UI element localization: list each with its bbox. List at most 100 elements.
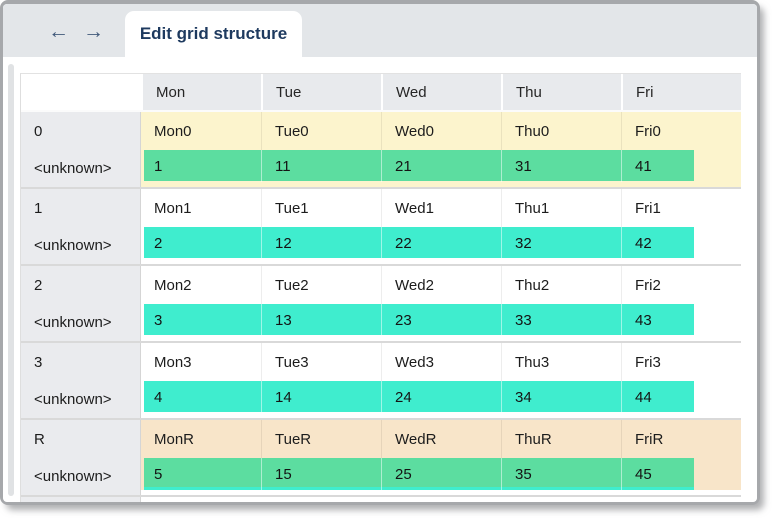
partial-row-cells bbox=[141, 497, 741, 502]
grid-row-3: 3 <unknown> Mon3 Tue3 Wed3 Thu3 Fri3 4 14 24 34 44 bbox=[21, 343, 741, 420]
row-unknown-label[interactable]: <unknown> bbox=[34, 314, 112, 331]
row-data-column: Mon3 Tue3 Wed3 Thu3 Fri3 4 14 24 34 44 bbox=[141, 343, 741, 418]
grid-cell-wed3[interactable]: Wed3 bbox=[381, 343, 501, 381]
grid-cell-thu3[interactable]: Thu3 bbox=[501, 343, 621, 381]
grid-row-0: 0 <unknown> Mon0 Tue0 Wed0 Thu0 Fri0 1 11 21 31 41 bbox=[21, 112, 741, 189]
value-cell[interactable]: 45 bbox=[621, 458, 741, 490]
value-cell[interactable]: 41 bbox=[621, 150, 741, 182]
value-bar bbox=[144, 304, 694, 335]
value-cell[interactable]: 23 bbox=[381, 304, 501, 336]
value-cell[interactable]: 15 bbox=[261, 458, 381, 490]
vertical-scrollbar[interactable] bbox=[8, 64, 14, 496]
value-cell[interactable]: 34 bbox=[501, 381, 621, 413]
grid-cell-thu2[interactable]: Thu2 bbox=[501, 266, 621, 304]
row-cells: Mon2 Tue2 Wed2 Thu2 Fri2 bbox=[141, 266, 741, 304]
value-cell[interactable]: 1 bbox=[154, 157, 163, 175]
row-label[interactable]: R bbox=[34, 430, 45, 448]
grid-cell-fri1[interactable]: Fri1 bbox=[621, 189, 741, 227]
value-cell[interactable]: 33 bbox=[501, 304, 621, 336]
tab-edit-grid-structure[interactable]: Edit grid structure bbox=[125, 11, 302, 57]
column-header-corner bbox=[21, 74, 141, 110]
grid-cell-monr[interactable]: MonR bbox=[141, 420, 261, 458]
row-label[interactable]: 2 bbox=[34, 276, 43, 294]
grid-cell-tue3[interactable]: Tue3 bbox=[261, 343, 381, 381]
value-cell[interactable]: 2 bbox=[154, 234, 163, 252]
row-unknown-label[interactable]: <unknown> bbox=[34, 468, 112, 485]
value-cell[interactable]: 35 bbox=[501, 458, 621, 490]
row-cells: Mon0 Tue0 Wed0 Thu0 Fri0 bbox=[141, 112, 741, 150]
column-header-wed[interactable]: Wed bbox=[381, 74, 501, 110]
grid-cell-tue2[interactable]: Tue2 bbox=[261, 266, 381, 304]
row-label-column: 2 <unknown> bbox=[21, 266, 141, 341]
value-cell[interactable]: 12 bbox=[261, 227, 381, 259]
grid-cell-thu1[interactable]: Thu1 bbox=[501, 189, 621, 227]
grid-cell-wed2[interactable]: Wed2 bbox=[381, 266, 501, 304]
back-arrow-icon[interactable]: ← bbox=[48, 20, 69, 43]
grid-cell-wed0[interactable]: Wed0 bbox=[381, 112, 501, 150]
value-cell[interactable]: 22 bbox=[381, 227, 501, 259]
row-values-area: 1 11 21 31 41 bbox=[141, 150, 741, 187]
grid-row-2: 2 <unknown> Mon2 Tue2 Wed2 Thu2 Fri2 3 13 23 33 43 bbox=[21, 266, 741, 343]
column-header-thu[interactable]: Thu bbox=[501, 74, 621, 110]
value-cell[interactable]: 11 bbox=[261, 150, 381, 182]
value-cell[interactable]: 5 bbox=[154, 465, 163, 483]
row-unknown-label[interactable]: <unknown> bbox=[34, 391, 112, 408]
value-cell[interactable]: 44 bbox=[621, 381, 741, 413]
row-label[interactable]: 3 bbox=[34, 353, 43, 371]
column-header-mon[interactable]: Mon bbox=[141, 74, 261, 110]
app-window: ← → Edit grid structure Mon Tue Wed Thu Fri 0… bbox=[0, 0, 760, 505]
grid-cell-wedr[interactable]: WedR bbox=[381, 420, 501, 458]
grid-cell-thur[interactable]: ThuR bbox=[501, 420, 621, 458]
value-cell[interactable]: 3 bbox=[154, 311, 163, 329]
grid-cell-mon3[interactable]: Mon3 bbox=[141, 343, 261, 381]
grid-row-1: 1 <unknown> Mon1 Tue1 Wed1 Thu1 Fri1 2 12 22 32 42 bbox=[21, 189, 741, 266]
row-label[interactable]: 0 bbox=[34, 122, 43, 140]
grid-cell-mon0[interactable]: Mon0 bbox=[141, 112, 261, 150]
grid-cell-mon2[interactable]: Mon2 bbox=[141, 266, 261, 304]
row-label-column: 3 <unknown> bbox=[21, 343, 141, 418]
value-cell[interactable]: 43 bbox=[621, 304, 741, 336]
forward-arrow-icon[interactable]: → bbox=[83, 20, 104, 43]
row-values: 3 13 23 33 43 bbox=[141, 304, 741, 336]
row-values-area: 4 14 24 34 44 bbox=[141, 381, 741, 418]
column-header-fri[interactable]: Fri bbox=[621, 74, 741, 110]
value-cell[interactable]: 24 bbox=[381, 381, 501, 413]
grid-table: Mon Tue Wed Thu Fri 0 <unknown> Mon0 Tue0 Wed0 Thu… bbox=[20, 73, 741, 502]
grid-cell-fri0[interactable]: Fri0 bbox=[621, 112, 741, 150]
value-cell[interactable]: 31 bbox=[501, 150, 621, 182]
grid-cell-tue1[interactable]: Tue1 bbox=[261, 189, 381, 227]
value-cell[interactable]: 21 bbox=[381, 150, 501, 182]
value-cell[interactable]: 14 bbox=[261, 381, 381, 413]
row-cells: Mon3 Tue3 Wed3 Thu3 Fri3 bbox=[141, 343, 741, 381]
value-bar bbox=[144, 458, 694, 490]
column-header-tue[interactable]: Tue bbox=[261, 74, 381, 110]
row-data-column: MonR TueR WedR ThuR FriR 5 15 25 35 45 bbox=[141, 420, 741, 495]
grid-cell-thu0[interactable]: Thu0 bbox=[501, 112, 621, 150]
row-data-column: Mon2 Tue2 Wed2 Thu2 Fri2 3 13 23 33 43 bbox=[141, 266, 741, 341]
grid-cell-fri3[interactable]: Fri3 bbox=[621, 343, 741, 381]
row-values: 4 14 24 34 44 bbox=[141, 381, 741, 413]
value-bar bbox=[144, 381, 694, 412]
grid-cell-tue0[interactable]: Tue0 bbox=[261, 112, 381, 150]
value-bar bbox=[144, 227, 694, 258]
grid-cell-tuer[interactable]: TueR bbox=[261, 420, 381, 458]
value-cell[interactable]: 25 bbox=[381, 458, 501, 490]
value-cell[interactable]: 42 bbox=[621, 227, 741, 259]
row-label-column: R <unknown> bbox=[21, 420, 141, 495]
row-values-area: 5 15 25 35 45 bbox=[141, 458, 741, 495]
grid-cell-fri2[interactable]: Fri2 bbox=[621, 266, 741, 304]
grid-cell-frir[interactable]: FriR bbox=[621, 420, 741, 458]
grid-cell-mon1[interactable]: Mon1 bbox=[141, 189, 261, 227]
grid-cell-wed1[interactable]: Wed1 bbox=[381, 189, 501, 227]
row-unknown-label[interactable]: <unknown> bbox=[34, 160, 112, 177]
row-label-column: 0 <unknown> bbox=[21, 112, 141, 187]
row-unknown-label[interactable]: <unknown> bbox=[34, 237, 112, 254]
row-label[interactable]: 1 bbox=[34, 199, 43, 217]
partial-row-label-cell bbox=[21, 497, 141, 502]
value-cell[interactable]: 32 bbox=[501, 227, 621, 259]
value-cell[interactable]: 13 bbox=[261, 304, 381, 336]
row-label-column: 1 <unknown> bbox=[21, 189, 141, 264]
value-cell[interactable]: 4 bbox=[154, 388, 163, 406]
row-data-column: Mon1 Tue1 Wed1 Thu1 Fri1 2 12 22 32 42 bbox=[141, 189, 741, 264]
row-cells: Mon1 Tue1 Wed1 Thu1 Fri1 bbox=[141, 189, 741, 227]
